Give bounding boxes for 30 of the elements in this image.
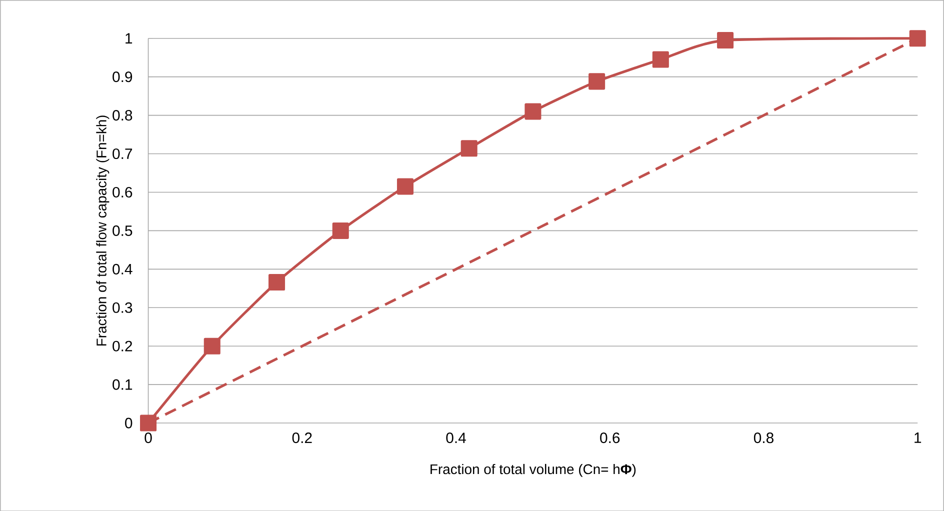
y-tick-label: 0.6 <box>112 186 132 198</box>
point <box>204 338 220 354</box>
x-tick-label: 0 <box>144 432 152 443</box>
y-tick-label: 0.9 <box>112 71 132 82</box>
y-tick-label: 0.7 <box>112 148 132 159</box>
x-tick-label: 0.4 <box>446 432 466 443</box>
point <box>652 51 669 68</box>
point <box>140 414 157 432</box>
point <box>332 222 349 239</box>
point <box>268 274 286 290</box>
y-tick-label: 0.1 <box>112 379 132 390</box>
point <box>588 73 606 90</box>
x-tick-label: 1 <box>914 432 922 443</box>
y-tick-label: 0.2 <box>112 340 132 352</box>
y-tick-label: 0.5 <box>112 225 132 236</box>
y-tick-label: 0.4 <box>112 264 132 274</box>
x-tick-label: 0.2 <box>292 432 312 443</box>
y-tick-label: 0.3 <box>112 302 132 313</box>
y-axis-title: Fraction of total flow capacity (Fn=kh) <box>96 115 110 346</box>
x-tick-label: 0.8 <box>754 432 774 443</box>
point <box>717 32 734 48</box>
point <box>396 178 414 195</box>
y-tick-label: 1 <box>126 33 132 44</box>
x-tick-label: 0.6 <box>600 432 620 443</box>
point <box>909 30 926 46</box>
point <box>460 140 478 156</box>
y-tick-label: 0.8 <box>112 110 132 120</box>
point <box>524 103 542 120</box>
x-axis-title: Fraction of total volume (Cn= hΦ) <box>430 464 636 477</box>
y-tick-label: 0 <box>125 418 132 428</box>
